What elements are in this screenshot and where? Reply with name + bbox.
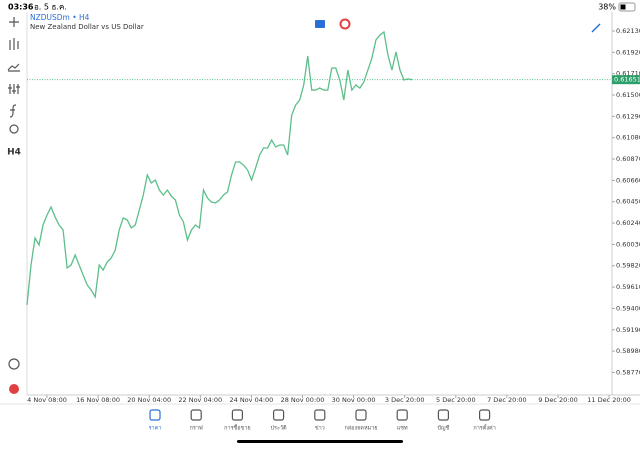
tab-icon [190, 409, 202, 421]
current-price-box [612, 75, 640, 85]
chart-type-tool[interactable] [9, 38, 19, 50]
tab-icon [355, 409, 367, 421]
x-tick-label: 3 Dec 20:00 [385, 396, 425, 404]
x-tick-label: 24 Nov 04:00 [229, 396, 273, 404]
x-tick-label: 4 Nov 08:00 [27, 396, 67, 404]
tab-icon [396, 409, 408, 421]
function-tool[interactable] [9, 104, 17, 118]
status-date: อ. 5 ธ.ค. [34, 3, 67, 12]
x-tick-label: 20 Nov 04:00 [127, 396, 171, 404]
trade-button[interactable] [9, 384, 19, 394]
zoom-tool[interactable] [8, 358, 20, 370]
status-time: 03:36 [8, 3, 34, 12]
status-battery: 38% [598, 3, 616, 12]
tab-icon [149, 409, 161, 421]
tab[interactable]: กล่องจดหมาย [344, 409, 378, 432]
price-line [26, 30, 413, 306]
x-tick-label: 16 Nov 08:00 [76, 396, 120, 404]
tab-label: ข่าว [315, 426, 325, 432]
tab-label: บัญชี [437, 425, 449, 432]
tab-icon [479, 409, 491, 421]
x-tick-label: 7 Dec 20:00 [487, 396, 527, 404]
tab[interactable]: การซื้อขาย [224, 409, 251, 432]
symbol-description: New Zealand Dollar vs US Dollar [30, 23, 144, 31]
tab-icon [273, 409, 285, 421]
tab-icon [314, 409, 326, 421]
tab-label: ประวัติ [271, 425, 287, 432]
x-tick-label: 9 Dec 20:00 [538, 396, 578, 404]
tab-label: กล่องจดหมาย [344, 426, 377, 432]
x-tick-label: 28 Nov 00:00 [281, 396, 325, 404]
current-price-label: 0.61651 [614, 76, 640, 84]
tab-label: การซื้อขาย [224, 424, 250, 432]
draw-tool[interactable] [591, 23, 601, 33]
settings-tool[interactable] [8, 84, 20, 94]
tab[interactable]: ประวัติ [271, 409, 287, 432]
x-tick-label: 22 Nov 04:00 [178, 396, 222, 404]
tab[interactable]: กราฟ [190, 409, 203, 432]
signal-icon[interactable] [339, 18, 351, 30]
home-indicator [237, 440, 403, 443]
tab-icon [231, 409, 243, 421]
y-tick-label: 0.58770 [616, 368, 640, 376]
x-tick-label: 30 Nov 00:00 [332, 396, 376, 404]
tab-icon [437, 409, 449, 421]
object-tool[interactable] [9, 124, 19, 134]
tab[interactable]: ราคา [149, 409, 162, 432]
indicator-tool[interactable] [7, 63, 20, 72]
timeframe[interactable]: H4 [7, 148, 21, 158]
crosshair-tool[interactable] [9, 17, 19, 27]
tab-label: การตั้งค่า [473, 424, 495, 432]
tab[interactable]: การตั้งค่า [473, 409, 496, 432]
tab-label: กราฟ [190, 425, 203, 432]
tab[interactable]: ข่าว [314, 409, 326, 432]
tab-label: แชท [397, 425, 408, 432]
battery-level [620, 4, 626, 10]
symbol[interactable]: NZDUSDm • H4 [30, 13, 90, 22]
one-click-trading[interactable] [315, 20, 325, 28]
tab[interactable]: บัญชี [437, 409, 450, 432]
x-tick-label: 11 Dec 20:00 [587, 396, 631, 404]
battery-icon [618, 2, 636, 12]
tab[interactable]: แชท [396, 409, 408, 432]
tab-label: ราคา [149, 426, 162, 432]
left-toolbar [7, 17, 20, 370]
x-tick-label: 5 Dec 20:00 [436, 396, 476, 404]
